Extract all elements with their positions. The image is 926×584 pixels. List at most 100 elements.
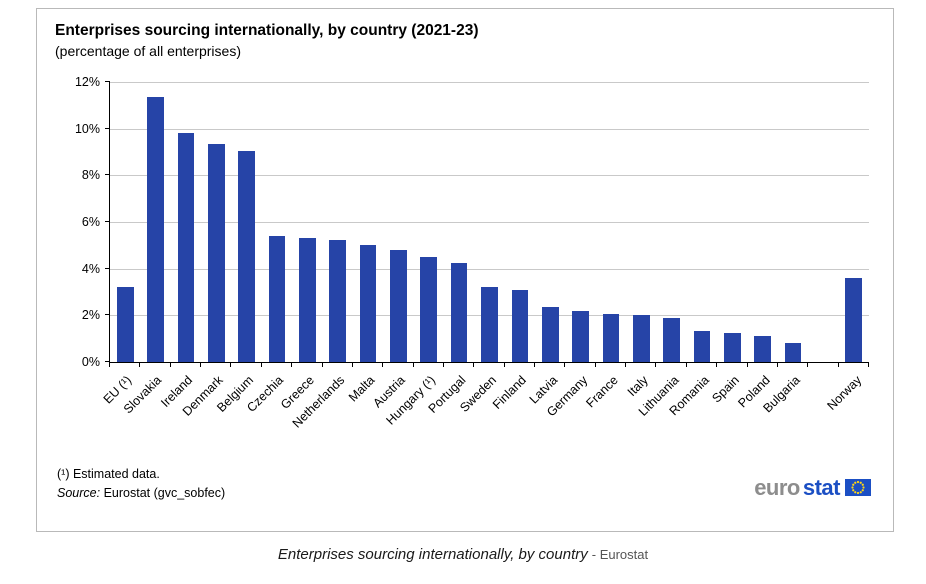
bar	[602, 314, 620, 362]
y-tick	[105, 361, 110, 362]
x-label-slot: Finland	[490, 367, 534, 463]
bar-slot	[292, 82, 322, 362]
x-tick	[474, 363, 505, 367]
x-tick	[626, 363, 657, 367]
caption-title: Enterprises sourcing internationally, by…	[277, 546, 588, 563]
x-tick	[444, 363, 475, 367]
chart-panel: Enterprises sourcing internationally, by…	[36, 8, 894, 532]
bar	[754, 336, 772, 362]
bar-slot	[687, 82, 717, 362]
y-tick-label: 6%	[81, 215, 100, 229]
y-tick	[105, 221, 110, 222]
x-tick	[171, 363, 202, 367]
bar-slot	[140, 82, 170, 362]
x-label-slot: Belgium	[214, 367, 261, 463]
x-tick	[748, 363, 778, 367]
bar	[116, 287, 134, 362]
footnotes: (¹) Estimated data. Source: Eurostat (gv…	[57, 465, 225, 503]
x-ticks	[109, 363, 869, 367]
x-tick	[596, 363, 627, 367]
x-label-slot: Romania	[667, 367, 717, 463]
y-tick-label: 8%	[81, 168, 100, 183]
bar-slot	[414, 82, 444, 362]
x-label-slot: Netherlands	[289, 367, 352, 463]
bar-slot	[778, 82, 808, 362]
y-tick	[105, 314, 110, 316]
x-tick	[808, 363, 839, 367]
page-caption: Enterprises sourcing internationally, by…	[0, 546, 926, 564]
footnote-estimated: (¹) Estimated data.	[57, 467, 160, 481]
eurostat-logo: euro stat	[754, 475, 875, 503]
x-tick	[565, 363, 596, 367]
x-tick	[383, 363, 414, 367]
y-tick	[105, 127, 110, 129]
x-tick	[110, 363, 141, 367]
y-tick-label: 12%	[74, 75, 100, 89]
flag-stars	[851, 480, 865, 495]
bar	[390, 250, 407, 362]
x-tick	[231, 363, 262, 367]
bar	[238, 150, 255, 362]
gridline	[110, 82, 869, 83]
flag-background	[845, 479, 871, 496]
footnote-source: Source: Eurostat (gvc_sobfec)	[57, 484, 225, 503]
x-label-slot: Denmark	[180, 367, 230, 463]
x-tick	[201, 363, 232, 367]
bar	[420, 257, 438, 362]
gridline	[110, 268, 869, 270]
x-label-slot: Czechia	[244, 367, 291, 463]
bar-slot	[323, 82, 353, 362]
bar-slot	[201, 82, 231, 362]
bar	[207, 143, 225, 362]
logo-stat-text: stat	[802, 474, 841, 500]
gridline	[110, 222, 869, 223]
bar	[359, 245, 377, 362]
chart-subtitle: (percentage of all enterprises)	[55, 43, 241, 59]
x-label-slot: Sweden	[457, 367, 504, 463]
x-label-slot: Malta	[346, 367, 382, 463]
x-tick	[323, 363, 353, 367]
x-tick	[656, 363, 687, 367]
x-label-slot: Norway	[824, 367, 869, 463]
bar	[268, 236, 286, 362]
x-tick	[778, 363, 809, 367]
y-tick-label: 0%	[81, 355, 100, 369]
x-tick	[140, 363, 171, 367]
bar-slot	[383, 82, 413, 362]
bar	[329, 239, 347, 362]
bar	[632, 315, 650, 362]
x-label-slot: France	[583, 367, 626, 463]
bar-slot	[717, 82, 747, 362]
chart-footer: (¹) Estimated data. Source: Eurostat (gv…	[57, 465, 875, 503]
x-label-slot: Slovakia	[121, 367, 169, 463]
bar-slot	[656, 82, 686, 362]
x-label-slot: EU (¹)	[101, 367, 139, 463]
bar	[845, 278, 863, 362]
x-tick	[262, 363, 293, 367]
x-label-slot: Portugal	[426, 367, 473, 463]
source-label: Source:	[57, 485, 101, 500]
bar-slot	[626, 82, 656, 362]
bar-slot	[171, 82, 201, 362]
bar-slot	[474, 82, 504, 362]
bar	[511, 289, 529, 362]
bar-slot	[839, 82, 869, 362]
x-tick	[687, 363, 718, 367]
bar-chart: 0% 2% 4% 6% 8% 10% 12% EU (¹) Slovakia Ireland De…	[75, 75, 869, 463]
bar-slot	[444, 82, 474, 362]
bar	[663, 317, 680, 362]
bar-slot	[110, 82, 140, 362]
bar	[450, 262, 468, 362]
x-category-label: Italy	[624, 373, 652, 400]
x-tick	[353, 363, 384, 367]
x-labels: EU (¹) Slovakia Ireland Denmark Belgium Czech…	[101, 367, 869, 463]
caption-suffix: - Eurostat	[591, 547, 649, 562]
bar-slot	[596, 82, 626, 362]
bar	[572, 310, 589, 362]
bar	[177, 133, 195, 362]
bar	[693, 330, 711, 362]
x-tick	[717, 363, 748, 367]
x-label-slot: Hungary (¹)	[384, 367, 443, 463]
x-label-slot: Bulgaria	[761, 367, 808, 463]
